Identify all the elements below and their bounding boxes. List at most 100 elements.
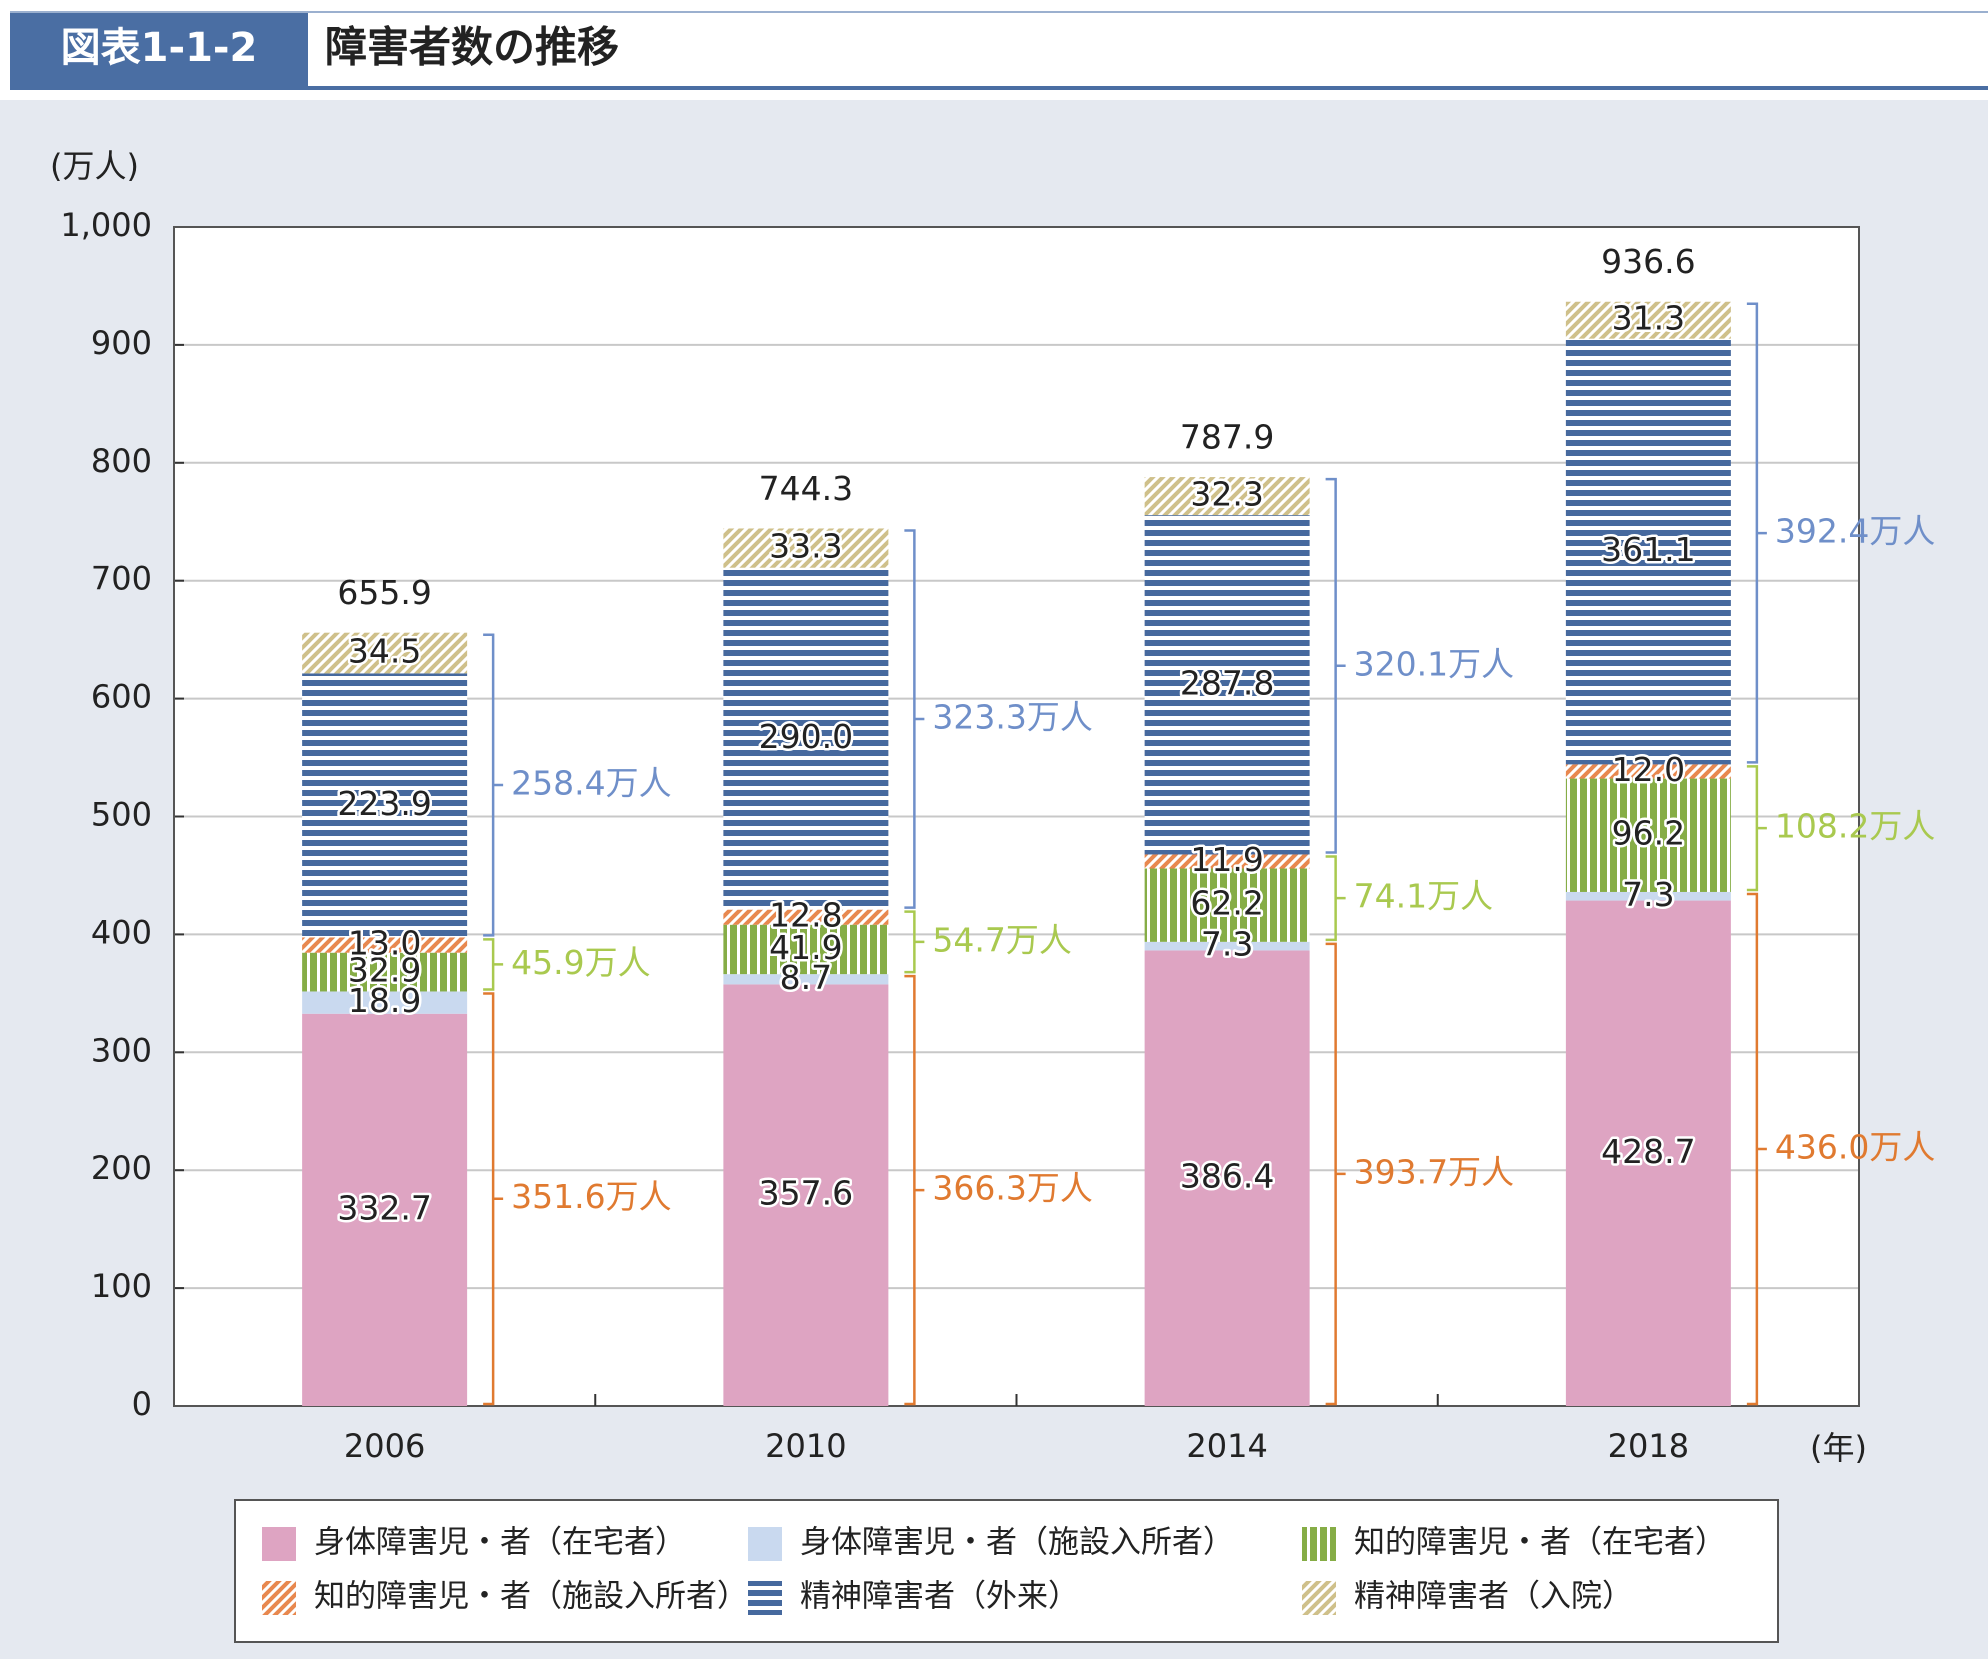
- header-title: 障害者数の推移: [325, 23, 619, 72]
- data-label: 428.7: [1601, 1132, 1695, 1171]
- bar-segment: [723, 924, 889, 975]
- legend-label: 精神障害者（入院）: [1354, 1579, 1633, 1615]
- bracket-label: 393.7万人: [1354, 1152, 1514, 1191]
- bar-segment: [1565, 778, 1731, 892]
- y-tick-label: 800: [91, 442, 152, 480]
- bar-segment: [302, 937, 468, 953]
- data-label: 18.9: [348, 981, 421, 1020]
- data-label: 12.0: [1612, 750, 1685, 789]
- bar-segment: [723, 528, 889, 568]
- data-label: 33.3: [769, 527, 842, 566]
- bar-segment: [1144, 854, 1310, 869]
- bracket: [1746, 765, 1767, 892]
- bracket: [1746, 302, 1767, 764]
- legend-label: 知的障害児・者（在宅者）: [1354, 1525, 1726, 1561]
- total-label: 936.6: [1601, 242, 1695, 281]
- bracket-label: 323.3万人: [932, 698, 1092, 737]
- legend-swatch: [262, 1581, 296, 1615]
- bar-segment: [723, 909, 889, 925]
- bracket-label: 258.4万人: [511, 764, 671, 803]
- bracket: [904, 974, 925, 1406]
- data-label: 32.3: [1190, 475, 1263, 514]
- legend-swatch: [1302, 1527, 1336, 1561]
- x-tick-label: 2018: [1608, 1427, 1689, 1465]
- bracket: [483, 938, 504, 991]
- bracket: [1325, 855, 1346, 942]
- bracket-label: 366.3万人: [932, 1169, 1092, 1208]
- bar-segment: [1144, 515, 1310, 855]
- x-tick-label: 2010: [765, 1427, 846, 1465]
- bar-segment: [1565, 764, 1731, 779]
- total-label: 787.9: [1180, 418, 1274, 457]
- bar-segment: [302, 1013, 468, 1406]
- bracket: [483, 992, 504, 1406]
- data-label: 357.6: [759, 1174, 853, 1213]
- data-label: 96.2: [1612, 814, 1685, 853]
- bracket: [483, 633, 504, 937]
- bracket: [904, 910, 925, 974]
- bar-segment: [1144, 950, 1310, 1406]
- bracket-label: 436.0万人: [1775, 1127, 1935, 1166]
- x-tick-label: 2014: [1186, 1427, 1267, 1465]
- bar-segment: [1565, 338, 1731, 765]
- total-label: 655.9: [337, 573, 431, 612]
- legend-swatch: [748, 1581, 782, 1615]
- legend-label: 知的障害児・者（施設入所者）: [314, 1579, 748, 1615]
- data-label: 32.9: [348, 951, 421, 990]
- data-label: 34.5: [348, 632, 421, 671]
- bar-segment: [1144, 477, 1310, 516]
- y-tick-label: 0: [132, 1385, 152, 1423]
- bracket-label: 45.9万人: [511, 943, 650, 982]
- x-axis-label: (年): [1810, 1429, 1867, 1467]
- legend-swatch: [1302, 1581, 1336, 1615]
- data-label: 290.0: [759, 717, 853, 756]
- legend-label: 身体障害児・者（在宅者）: [314, 1525, 686, 1561]
- bar-segment: [1565, 900, 1731, 1406]
- y-tick-label: 600: [91, 678, 152, 716]
- bracket: [1325, 942, 1346, 1406]
- bracket-label: 108.2万人: [1775, 807, 1935, 846]
- data-label: 287.8: [1180, 663, 1274, 702]
- bar-segment: [302, 952, 468, 992]
- data-label: 13.0: [348, 924, 421, 963]
- header-number: 図表1-1-2: [61, 25, 258, 71]
- bar-segment: [723, 974, 889, 985]
- data-label: 31.3: [1612, 299, 1685, 338]
- data-label: 8.7: [780, 958, 832, 997]
- y-tick-label: 100: [91, 1267, 152, 1305]
- bar-segment: [723, 567, 889, 910]
- data-label: 223.9: [337, 784, 431, 823]
- bracket-label: 392.4万人: [1775, 512, 1935, 551]
- bar-segment: [1565, 891, 1731, 901]
- bar-segment: [1565, 301, 1731, 339]
- bracket-label: 320.1万人: [1354, 644, 1514, 683]
- bracket: [1325, 477, 1346, 854]
- y-tick-label: 400: [91, 913, 152, 951]
- total-label: 744.3: [759, 469, 853, 508]
- y-tick-label: 500: [91, 796, 152, 834]
- y-axis-label: (万人): [50, 147, 139, 185]
- data-label: 386.4: [1180, 1157, 1274, 1196]
- bar-segment: [302, 991, 468, 1014]
- y-tick-label: 700: [91, 560, 152, 598]
- y-tick-label: 1,000: [60, 206, 152, 244]
- data-label: 12.8: [769, 896, 842, 935]
- legend-swatch: [748, 1527, 782, 1561]
- legend: [234, 1499, 1779, 1643]
- legend-swatch: [262, 1527, 296, 1561]
- y-tick-label: 300: [91, 1031, 152, 1069]
- bar-segment: [302, 632, 468, 674]
- bracket-label: 54.7万人: [932, 920, 1071, 959]
- data-label: 7.3: [1201, 925, 1253, 964]
- data-label: 361.1: [1601, 530, 1695, 569]
- header-badge: [10, 12, 308, 86]
- data-label: 62.2: [1190, 884, 1263, 923]
- legend-label: 精神障害者（外来）: [800, 1579, 1079, 1615]
- data-label: 41.9: [769, 928, 842, 967]
- y-tick-label: 200: [91, 1149, 152, 1187]
- legend-label: 身体障害児・者（施設入所者）: [800, 1525, 1234, 1561]
- data-label: 332.7: [337, 1188, 431, 1227]
- bracket: [904, 529, 925, 909]
- bracket-label: 351.6万人: [511, 1177, 671, 1216]
